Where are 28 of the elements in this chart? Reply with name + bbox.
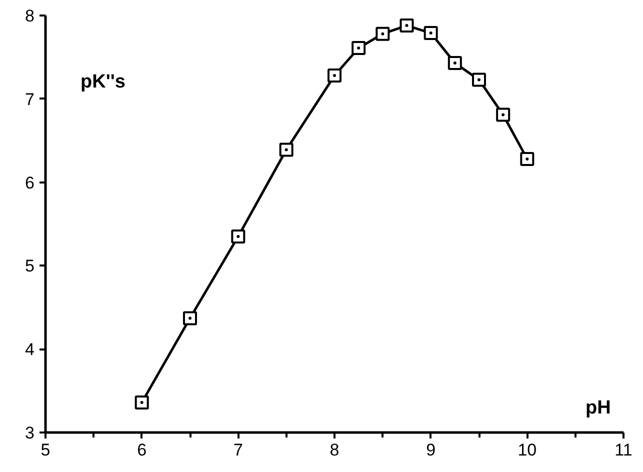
y-tick-label: 6 (25, 173, 35, 192)
y-axis-title: pK''s (80, 72, 126, 92)
x-tick-label: 6 (137, 440, 147, 460)
x-axis-title: pH (586, 398, 611, 418)
y-tick-label: 8 (25, 6, 35, 26)
point (134, 395, 149, 410)
x-tick-label: 11 (614, 440, 632, 460)
x-tick-label: 8 (330, 440, 340, 460)
x-tick-label: 9 (426, 440, 436, 460)
y-tick-label: 5 (25, 256, 35, 276)
point (279, 142, 294, 157)
point (496, 108, 510, 122)
point (472, 72, 486, 87)
y-tick-label: 7 (25, 90, 35, 109)
x-tick-label: 10 (518, 440, 537, 460)
y-tick-label: 3 (25, 424, 35, 442)
point (520, 152, 534, 166)
point (328, 68, 342, 83)
point (400, 18, 414, 33)
point (424, 26, 438, 40)
y-tick-label: 4 (25, 340, 35, 360)
x-tick-label: 5 (40, 440, 50, 460)
point (183, 311, 197, 326)
point (352, 41, 366, 56)
point (231, 230, 246, 244)
point (376, 26, 390, 41)
point (448, 56, 462, 70)
x-tick-label: 7 (233, 440, 243, 460)
